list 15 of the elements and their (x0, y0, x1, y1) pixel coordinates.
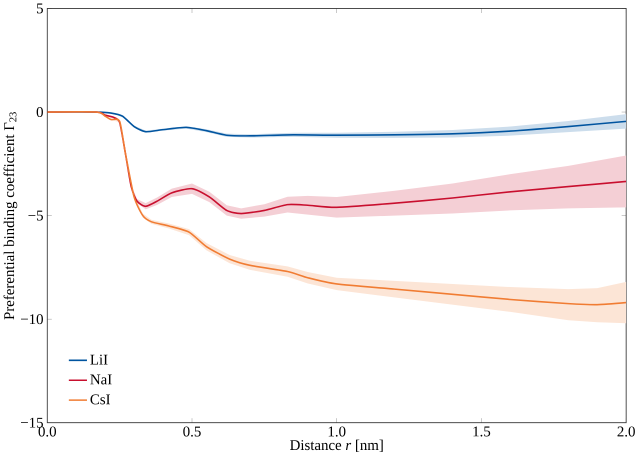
legend-label: NaI (90, 374, 112, 384)
legend-label: CsI (90, 394, 110, 404)
y-tick-label: −10 (21, 314, 43, 324)
y-tick-label: −15 (21, 417, 43, 428)
y-tick-label: 5 (36, 3, 43, 14)
y-tick-label: 0 (36, 106, 43, 117)
x-tick-label: 0.5 (183, 426, 201, 436)
x-axis-title: Distance r [nm] (290, 439, 383, 452)
x-tick-label: 1.5 (473, 426, 490, 436)
legend-label: LiI (90, 354, 108, 364)
x-tick-label: 1.0 (328, 426, 346, 436)
x-tick-label: 0.0 (38, 426, 56, 436)
x-tick-label: 2.0 (618, 426, 635, 436)
y-axis-title: Preferential binding coefficient Γ$_{23}$ (4, 112, 18, 320)
y-tick-label: −5 (28, 210, 43, 220)
